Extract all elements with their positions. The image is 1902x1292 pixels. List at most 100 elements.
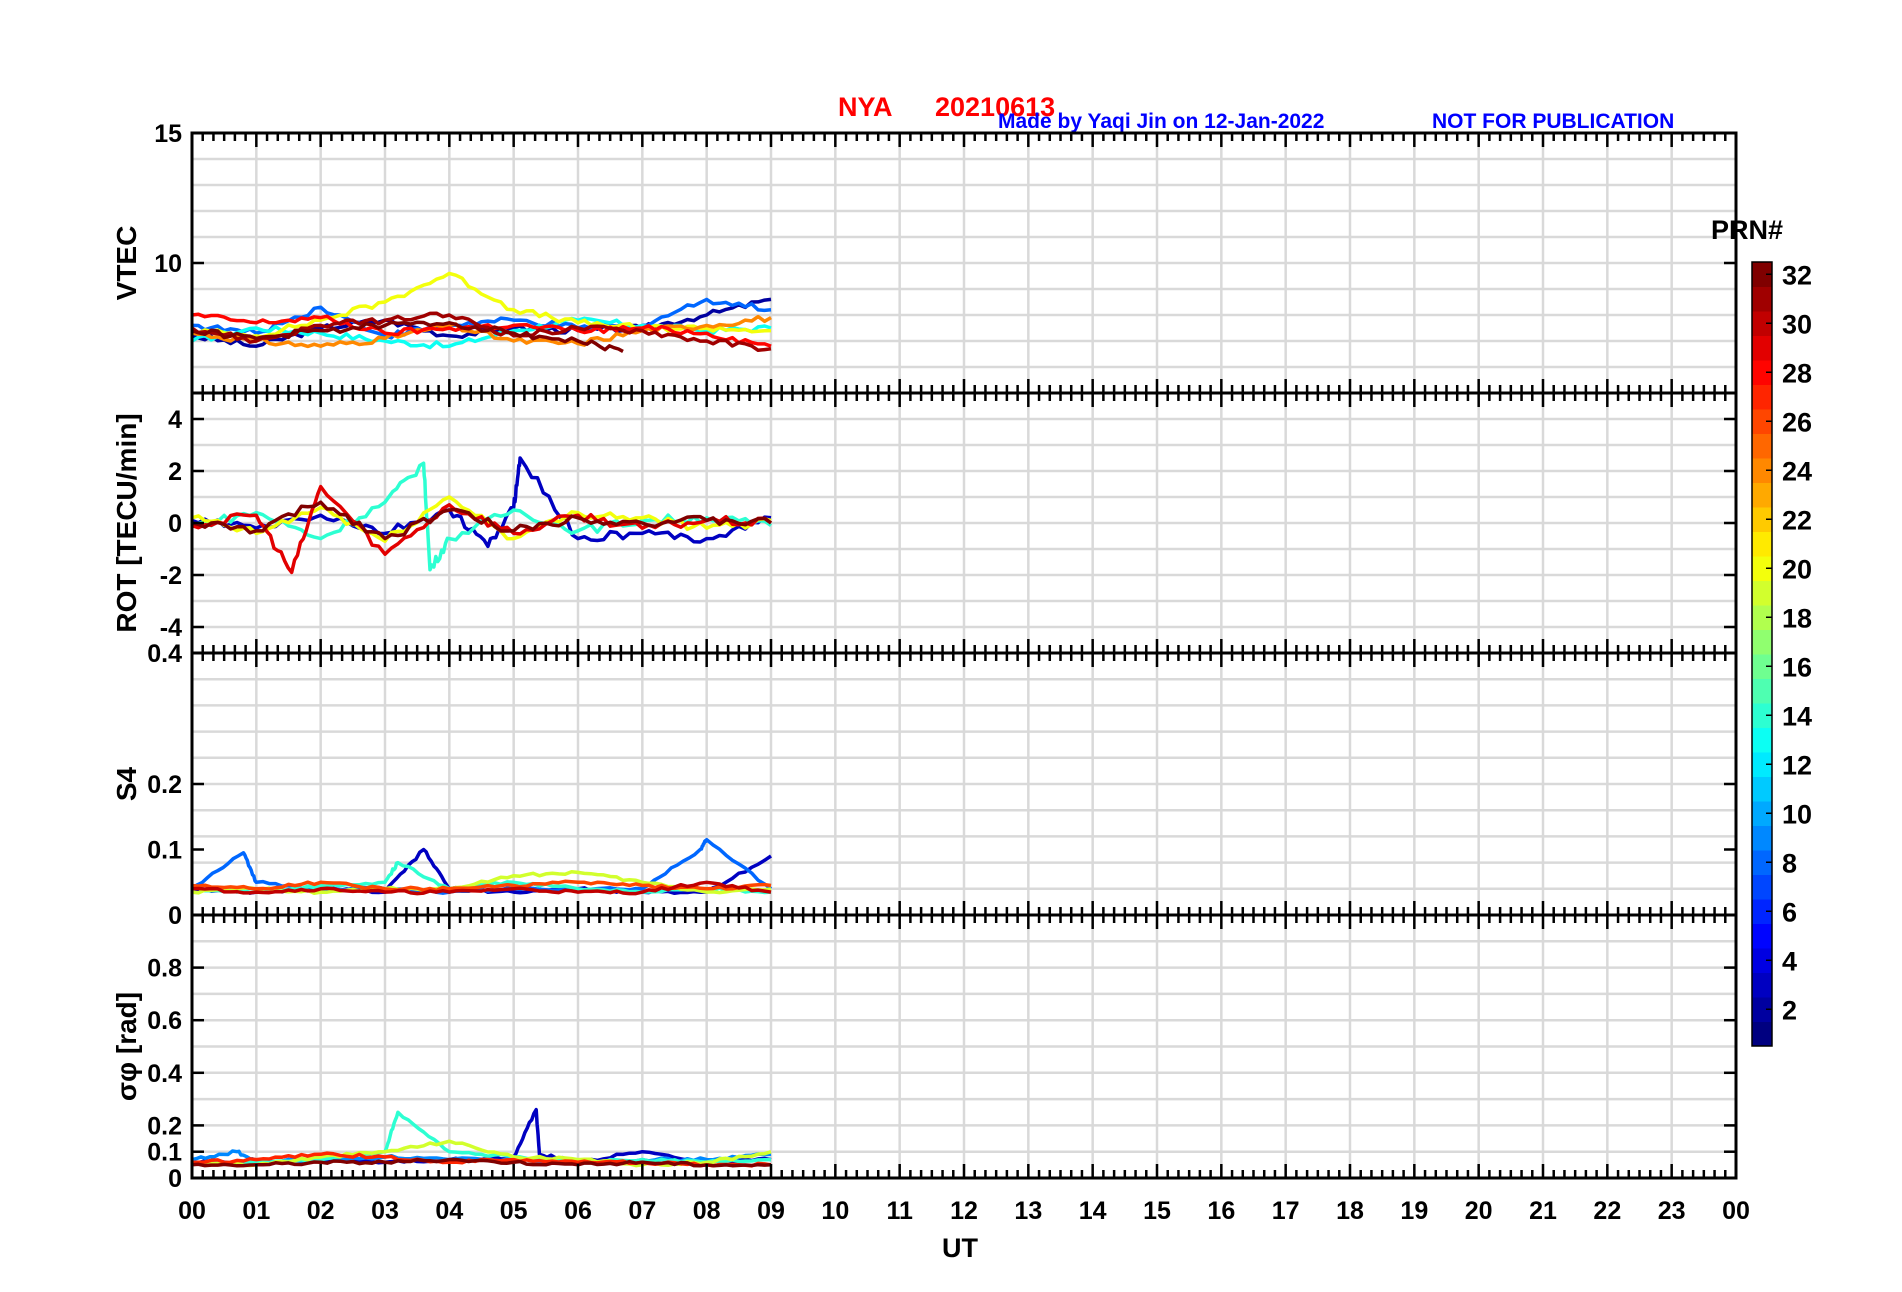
- x-tick-label: 07: [628, 1197, 656, 1225]
- colorbar-tick-label: 12: [1782, 750, 1812, 780]
- x-tick-label: 18: [1336, 1197, 1364, 1225]
- colorbar-band-prn-11: [1752, 776, 1772, 802]
- colorbar-tick-label: 6: [1782, 897, 1797, 927]
- y-axis-label-s4: S4: [111, 766, 142, 801]
- series-prn-14: [191, 461, 773, 572]
- x-tick-label: 14: [1079, 1197, 1107, 1225]
- colorbar-band-prn-19: [1752, 580, 1772, 606]
- colorbar-tick-label: 28: [1782, 358, 1812, 388]
- y-tick-label: 0.8: [147, 955, 182, 983]
- x-tick-label: 22: [1593, 1197, 1621, 1225]
- x-tick-label: 05: [500, 1197, 528, 1225]
- colorbar-tick-label: 32: [1782, 260, 1812, 290]
- colorbar-band-prn-13: [1752, 727, 1772, 753]
- panel-rot: -4 -2 0 2 4 ROT [TECU/min]: [111, 391, 1738, 655]
- colorbar-band-prn-4: [1752, 948, 1772, 973]
- x-tick-label: 17: [1272, 1197, 1300, 1225]
- x-axis: 00 01 02 03 04 05 06 07 08 09 10 11 12 13 14 15 16 17 18 19…: [178, 1197, 1750, 1225]
- panel-sigma_phi: 00.10.2 0.4 0.6 0.8σφ [rad]: [111, 913, 1738, 1193]
- colorbar-band-prn-2: [1752, 997, 1772, 1022]
- x-tick-label: 01: [242, 1197, 270, 1225]
- y-axis-label-vtec: VTEC: [111, 226, 142, 301]
- colorbar-band-prn-18: [1752, 605, 1772, 630]
- colorbar-tick-label: 14: [1782, 701, 1812, 731]
- x-tick-label: 02: [307, 1197, 335, 1225]
- colorbar-tick-label: 2: [1782, 995, 1797, 1025]
- colorbar-band-prn-6: [1752, 899, 1772, 924]
- colorbar-tick-label: 18: [1782, 603, 1812, 633]
- colorbar-band-prn-7: [1752, 874, 1772, 900]
- y-tick-label: 2: [168, 458, 182, 486]
- x-tick-label: 08: [693, 1197, 721, 1225]
- colorbar-tick-label: 26: [1782, 407, 1812, 437]
- colorbar-tick-label: 24: [1782, 456, 1812, 486]
- y-axis-label-sigma_phi: σφ [rad]: [111, 992, 142, 1101]
- colorbar-band-prn-27: [1752, 384, 1772, 410]
- colorbar-label: PRN#: [1711, 215, 1783, 245]
- x-tick-label: 00: [1722, 1197, 1750, 1225]
- colorbar-band-prn-10: [1752, 801, 1772, 826]
- colorbar-band-prn-9: [1752, 825, 1772, 851]
- x-tick-label: 21: [1529, 1197, 1557, 1225]
- y-tick-label: 0: [168, 1165, 182, 1193]
- colorbar-band-prn-17: [1752, 629, 1772, 655]
- x-tick-label: 04: [435, 1197, 463, 1225]
- colorbar-band-prn-20: [1752, 556, 1772, 581]
- y-axis-label-rot: ROT [TECU/min]: [111, 413, 142, 632]
- x-tick-label: 03: [371, 1197, 399, 1225]
- colorbar-band-prn-1: [1752, 1021, 1772, 1047]
- x-tick-label: 10: [821, 1197, 849, 1225]
- colorbar-frame: [1751, 261, 1773, 1047]
- x-tick-label: 13: [1014, 1197, 1042, 1225]
- credit-text: Made by Yaqi Jin on 12-Jan-2022: [998, 110, 1324, 133]
- y-tick-label: 15: [154, 120, 182, 148]
- x-tick-label: 09: [757, 1197, 785, 1225]
- station-title: NYA: [838, 92, 893, 122]
- y-tick-label: 0.1: [147, 837, 182, 865]
- colorbar-band-prn-24: [1752, 458, 1772, 483]
- colorbar-tick-label: 20: [1782, 554, 1812, 584]
- x-tick-label: 06: [564, 1197, 592, 1225]
- x-tick-label: 16: [1207, 1197, 1235, 1225]
- colorbar-band-prn-15: [1752, 678, 1772, 704]
- y-tick-label: 4: [168, 406, 182, 434]
- colorbar-band-prn-28: [1752, 360, 1772, 385]
- x-tick-label: 15: [1143, 1197, 1171, 1225]
- y-tick-label: 10: [154, 250, 182, 278]
- x-axis-label: UT: [942, 1233, 978, 1263]
- y-tick-label: 0.6: [147, 1007, 182, 1035]
- x-tick-label: 19: [1400, 1197, 1428, 1225]
- x-tick-label: 11: [886, 1197, 913, 1225]
- y-tick-label: 0: [168, 902, 182, 930]
- series-prn-30: [191, 880, 772, 896]
- date-title: 20210613: [935, 92, 1055, 122]
- colorbar-tick-label: 22: [1782, 505, 1812, 535]
- colorbar-band-prn-16: [1752, 654, 1772, 679]
- panel-vtec: 10 15 VTEC: [111, 120, 1738, 395]
- colorbar-band-prn-5: [1752, 923, 1772, 949]
- colorbar-band-prn-30: [1752, 311, 1772, 336]
- y-tick-label: -4: [160, 614, 182, 642]
- colorbar-tick-label: 4: [1782, 946, 1797, 976]
- colorbar-band-prn-31: [1752, 286, 1772, 312]
- colorbar-band-prn-23: [1752, 482, 1772, 508]
- colorbar-tick-label: 16: [1782, 652, 1812, 682]
- series-prn-20: [191, 271, 772, 339]
- colorbar-tick-label: 10: [1782, 799, 1812, 829]
- y-tick-label: -2: [160, 562, 182, 590]
- series-prn-32: [191, 1157, 772, 1168]
- colorbar-band-prn-21: [1752, 531, 1772, 557]
- y-tick-label: 0.4: [147, 1060, 182, 1088]
- y-tick-label: 0.2: [147, 771, 182, 799]
- x-tick-label: 00: [178, 1197, 206, 1225]
- panel-s4: 0 0.1 0.2 0.4 S4: [111, 640, 1738, 930]
- series-prn-32: [191, 500, 773, 541]
- y-tick-label: 0.4: [147, 640, 182, 668]
- y-tick-label: 0.1: [147, 1139, 182, 1167]
- x-tick-label: 12: [950, 1197, 978, 1225]
- colorbar-band-prn-22: [1752, 507, 1772, 532]
- colorbar-band-prn-8: [1752, 850, 1772, 875]
